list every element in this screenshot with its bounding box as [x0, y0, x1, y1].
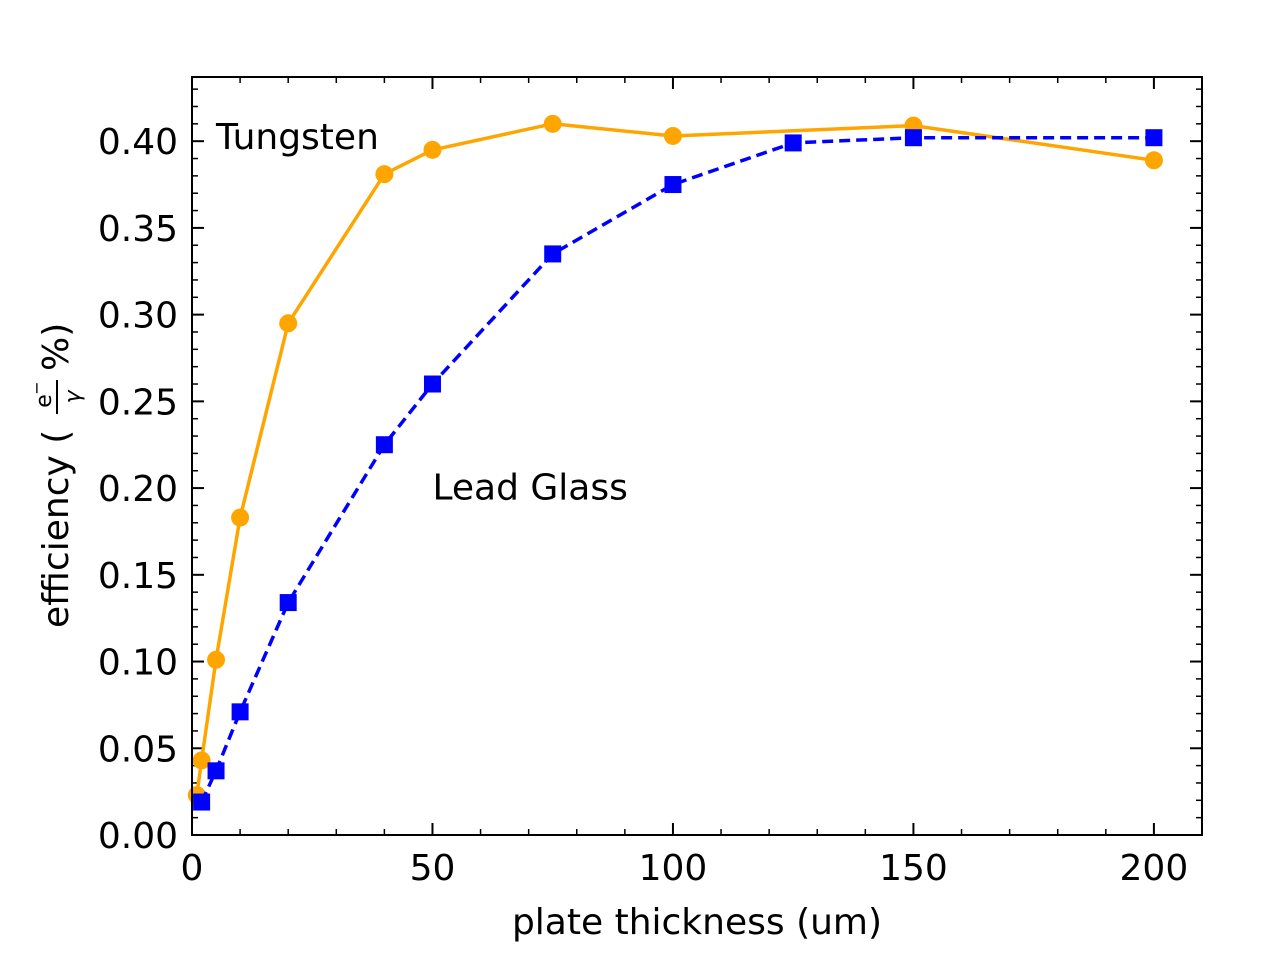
y-tick-label: 0.30 — [98, 296, 178, 337]
data-point-tungsten — [207, 650, 226, 669]
data-point-tungsten — [1144, 151, 1163, 170]
y-tick-label: 0.15 — [98, 556, 178, 597]
y-axis-label-main: efficiency ( — [36, 430, 77, 628]
x-axis-label: plate thickness (um) — [512, 902, 882, 943]
data-point-lead-glass — [375, 436, 393, 454]
annotations: Tungsten Lead Glass — [215, 117, 628, 508]
x-tick-label: 150 — [879, 848, 948, 889]
series-lead-glass — [193, 129, 1163, 811]
data-point-tungsten — [231, 508, 250, 527]
annotation-label: Lead Glass — [432, 467, 627, 508]
y-tick-label: 0.40 — [98, 122, 178, 163]
data-point-tungsten — [192, 751, 211, 770]
data-point-lead-glass — [231, 703, 249, 721]
y-tick-label: 0.35 — [98, 209, 178, 250]
x-tick-label: 100 — [639, 848, 708, 889]
data-point-tungsten — [423, 140, 442, 159]
data-point-lead-glass — [664, 176, 682, 194]
series — [187, 114, 1163, 811]
data-point-lead-glass — [193, 793, 211, 811]
y-tick-label: 0.20 — [98, 469, 178, 510]
data-point-tungsten — [279, 314, 298, 333]
data-point-lead-glass — [544, 245, 562, 263]
data-point-lead-glass — [1145, 129, 1163, 147]
data-point-lead-glass — [423, 375, 441, 393]
y-axis-label-denominator: γ — [61, 390, 86, 404]
annotation-label: Tungsten — [215, 117, 379, 158]
data-point-tungsten — [663, 126, 682, 145]
x-tick-label: 0 — [181, 848, 204, 889]
y-axis-label-superscript: − — [27, 381, 46, 394]
x-tick-label: 200 — [1120, 848, 1189, 889]
data-point-lead-glass — [904, 129, 922, 147]
plot-frame — [191, 76, 1203, 836]
y-axis-label: efficiency ( e − γ %) — [27, 323, 86, 628]
x-tick-label: 50 — [410, 848, 456, 889]
data-point-lead-glass — [784, 134, 802, 152]
y-axis-label-numerator: e — [32, 394, 57, 408]
y-tick-label: 0.05 — [98, 729, 178, 770]
data-point-lead-glass — [207, 762, 225, 780]
y-tick-label: 0.00 — [98, 816, 178, 857]
data-point-tungsten — [543, 114, 562, 133]
y-tick-label: 0.10 — [98, 643, 178, 684]
y-axis-label-suffix: %) — [36, 323, 77, 371]
y-tick-label: 0.25 — [98, 382, 178, 423]
data-point-tungsten — [375, 165, 394, 184]
data-point-lead-glass — [279, 594, 297, 612]
